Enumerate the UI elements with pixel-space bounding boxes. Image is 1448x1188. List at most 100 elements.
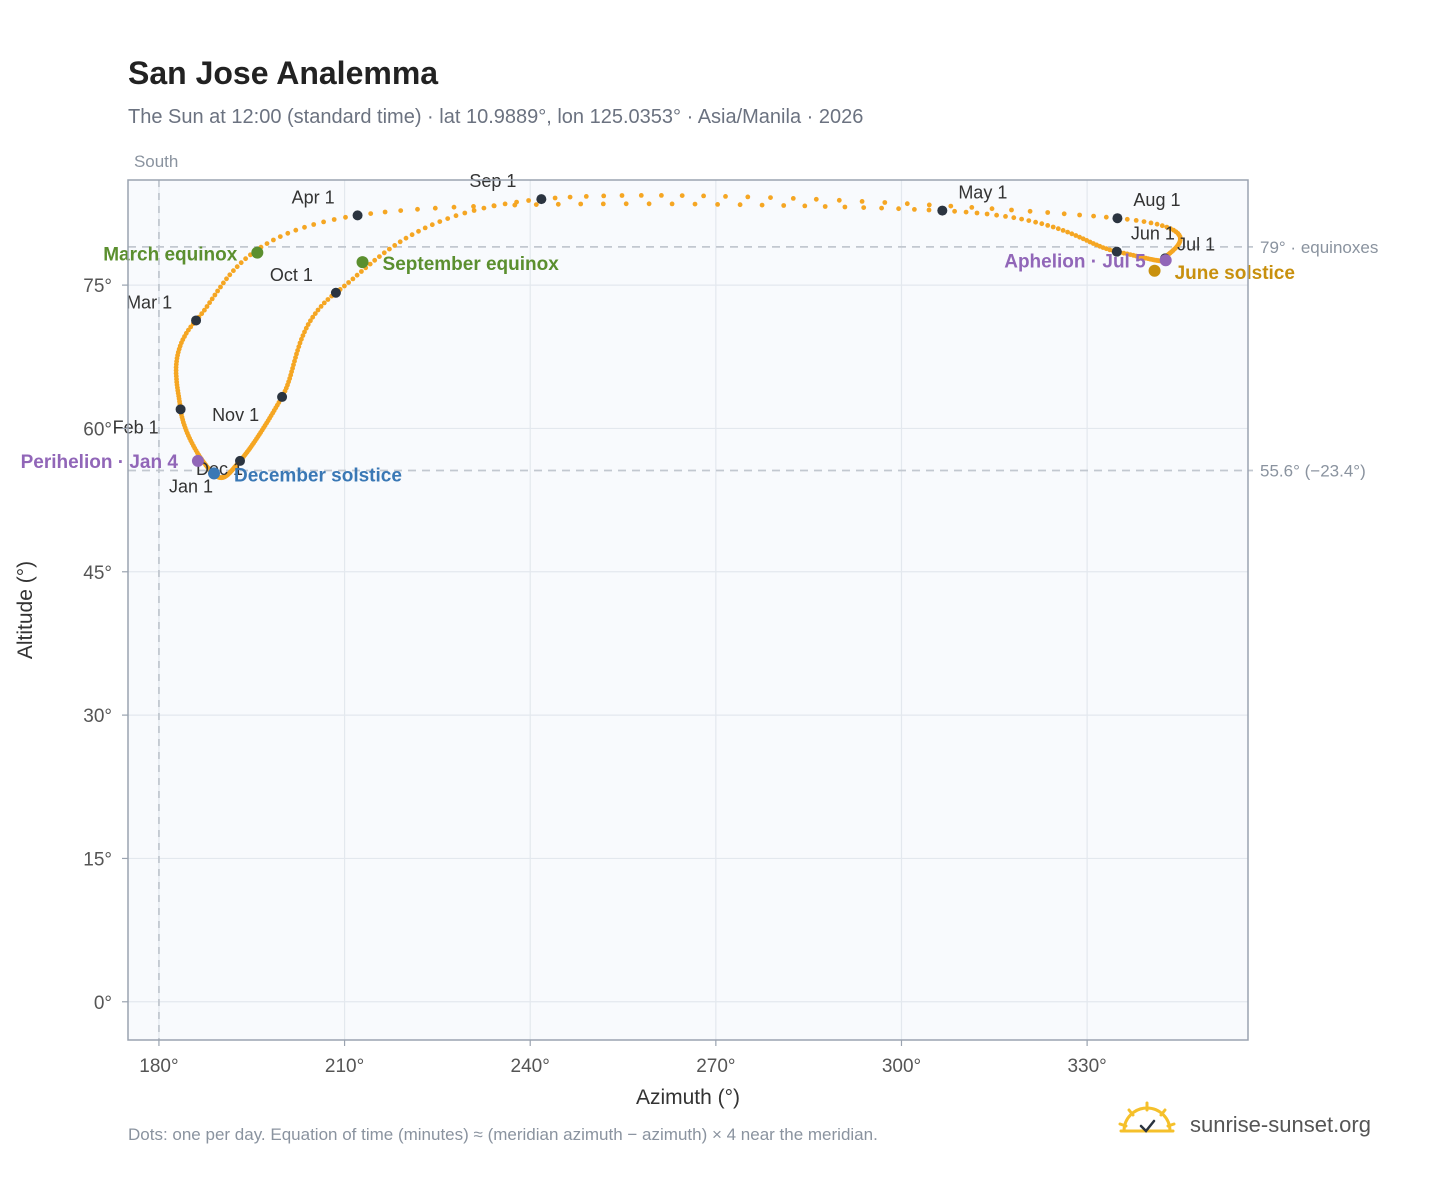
x-tick-label: 330° [1067, 1056, 1106, 1077]
event-label: Aphelion · Jul 5 [1004, 251, 1146, 272]
daily-sun-dot [768, 195, 773, 201]
daily-sun-dot [302, 224, 307, 230]
daily-sun-dot [302, 329, 307, 335]
y-axis-label: Altitude (°) [14, 561, 37, 659]
month-marker-label: Sep 1 [469, 171, 516, 191]
y-tick-label: 45° [83, 563, 112, 584]
month-marker-dot [937, 205, 948, 216]
daily-sun-dot [1045, 210, 1051, 215]
daily-sun-dot [912, 207, 917, 212]
daily-sun-dot [1050, 224, 1056, 230]
daily-sun-dot [1065, 229, 1070, 235]
daily-sun-dot [1039, 221, 1045, 227]
axis-ticks: 180° 210° 240° 270° 300° 330° 0° 15° 30° 45° 60° 75… [83, 276, 1107, 1077]
month-marker-label: Jul 1 [1177, 234, 1215, 254]
daily-sun-dot [293, 227, 299, 233]
daily-sun-dot [297, 340, 303, 346]
daily-sun-dot [994, 212, 999, 218]
daily-sun-dot [984, 211, 990, 217]
month-marker-dot [191, 315, 202, 326]
daily-sun-dot [429, 222, 435, 228]
x-tick-label: 240° [511, 1056, 550, 1077]
daily-sun-dot [1148, 220, 1154, 226]
event-marker-dot [251, 246, 264, 259]
grid [128, 180, 1248, 1040]
daily-sun-dot [403, 235, 409, 241]
daily-sun-dot [212, 292, 218, 298]
daily-sun-dot [669, 201, 675, 207]
daily-sun-dot [243, 256, 249, 262]
daily-sun-dot [601, 193, 607, 199]
daily-sun-dot [926, 202, 932, 208]
daily-sun-dot [367, 261, 373, 267]
daily-sun-dot [533, 202, 539, 208]
daily-sun-dot [462, 210, 468, 216]
daily-sun-dot [1033, 219, 1038, 225]
event-label: June solstice [1175, 263, 1295, 284]
x-tick-label: 270° [696, 1056, 735, 1077]
daily-sun-dot [1133, 218, 1139, 223]
month-marker-dot [175, 404, 186, 415]
event-marker-dot [356, 256, 369, 269]
daily-sun-dot [188, 324, 194, 330]
daily-sun-dot [813, 196, 819, 202]
daily-sun-dot [989, 206, 995, 212]
daily-sun-dot [659, 193, 664, 198]
daily-sun-dot [315, 307, 321, 313]
event-label: December solstice [234, 465, 402, 486]
altitude-reference-label: 55.6° (−23.4°) [1260, 461, 1366, 480]
daily-sun-dot [277, 234, 283, 240]
daily-sun-dot [790, 196, 796, 201]
daily-sun-dot [292, 358, 297, 364]
daily-sun-dot [842, 204, 848, 210]
daily-sun-dot [1027, 208, 1033, 214]
daily-sun-dot [481, 205, 487, 211]
daily-sun-dot [646, 201, 652, 207]
daily-sun-dot [264, 241, 270, 247]
daily-sun-dot [295, 348, 300, 353]
plot-frame [127, 179, 1249, 1041]
daily-sun-dot [238, 260, 244, 266]
daily-sun-dot [1003, 214, 1008, 219]
daily-sun-dot [1141, 219, 1147, 225]
event-label: September equinox [383, 254, 560, 275]
daily-sun-dot [1055, 226, 1061, 232]
daily-sun-dot [350, 276, 356, 282]
month-marker-label: Feb 1 [113, 417, 159, 437]
daily-sun-dot [1164, 224, 1170, 230]
daily-sun-dot [202, 307, 207, 313]
daily-sun-dot [416, 228, 421, 234]
daily-sun-dot [294, 351, 299, 357]
daily-sun-dot [1045, 223, 1051, 228]
daily-sun-dot [926, 207, 932, 213]
chart-title: San Jose Analemma [128, 55, 438, 91]
daily-sun-dot [1009, 207, 1014, 213]
daily-sun-dot [451, 204, 457, 210]
y-tick-label: 0° [94, 993, 112, 1014]
event-marker-dot [208, 467, 221, 480]
daily-sun-dot [453, 213, 459, 219]
daily-sun-dot [215, 288, 221, 294]
daily-sun-dot [221, 280, 226, 286]
daily-sun-dot [271, 237, 276, 243]
brand-name: sunrise-sunset.org [1190, 1112, 1371, 1137]
daily-sun-dot [1026, 218, 1032, 224]
x-tick-label: 180° [139, 1056, 178, 1077]
daily-sun-dot [343, 214, 348, 220]
month-marker-dot [330, 287, 341, 298]
y-tick-label: 15° [83, 849, 112, 870]
daily-sun-dot [879, 205, 884, 211]
daily-sun-dot [600, 201, 606, 207]
daily-sun-dot [1060, 228, 1066, 233]
chart-subtitle: The Sun at 12:00 (standard time) · lat 1… [128, 106, 863, 128]
daily-sun-dot [231, 268, 236, 274]
daily-sun-dot [359, 269, 364, 274]
daily-sun-dot [781, 203, 787, 208]
daily-sun-dot [415, 206, 420, 212]
daily-sun-dot [723, 194, 728, 199]
daily-sun-dot [422, 225, 428, 231]
daily-sun-dot [882, 200, 888, 205]
daily-sun-dot [526, 198, 531, 203]
daily-sun-dot [1124, 216, 1130, 222]
daily-sun-dot [432, 205, 438, 211]
